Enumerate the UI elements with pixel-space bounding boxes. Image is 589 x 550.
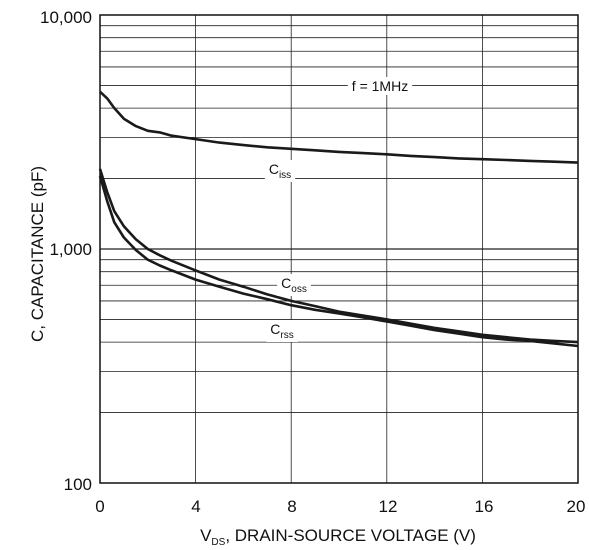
label-background <box>347 77 413 95</box>
label-background <box>264 160 296 182</box>
frequency-annotation: f = 1MHz <box>352 78 408 94</box>
series-label-coss-sub: oss <box>291 284 307 295</box>
x-tick-label: 12 <box>379 497 398 516</box>
series-line-coss <box>98 168 579 344</box>
label-background <box>266 320 298 342</box>
x-tick-label: 8 <box>287 497 296 516</box>
x-tick-label: 20 <box>567 497 586 516</box>
series-label-ciss-main: C <box>269 161 279 177</box>
series-label-coss: Coss <box>281 275 307 295</box>
label-background <box>277 274 311 296</box>
x-axis-title: VDS, DRAIN-SOURCE VOLTAGE (V) <box>200 526 476 548</box>
series-layer <box>98 90 579 348</box>
y-tick-label: 1,000 <box>49 240 92 259</box>
x-axis-title-sub: DS <box>211 537 225 548</box>
y-axis-title: C, CAPACITANCE (pF) <box>28 166 47 342</box>
y-tick-label: 100 <box>64 475 92 494</box>
series-label-crss-main: C <box>270 321 280 337</box>
series-label-ciss: Ciss <box>269 161 291 181</box>
series-line-crss <box>98 175 579 348</box>
x-tick-label: 0 <box>95 497 104 516</box>
x-tick-label: 16 <box>475 497 494 516</box>
series-label-coss-main: C <box>281 275 291 291</box>
grid <box>100 15 578 483</box>
series-label-crss: Crss <box>270 321 293 341</box>
series-label-ciss-sub: iss <box>279 170 291 181</box>
x-axis-title-main: V <box>200 526 212 545</box>
series-label-crss-sub: rss <box>280 330 293 341</box>
plot-frame <box>99 14 579 484</box>
series-line-ciss <box>99 90 579 164</box>
y-tick-label: 10,000 <box>40 8 92 27</box>
x-tick-label: 4 <box>191 497 200 516</box>
x-axis-title-rest: , DRAIN-SOURCE VOLTAGE (V) <box>225 526 476 545</box>
